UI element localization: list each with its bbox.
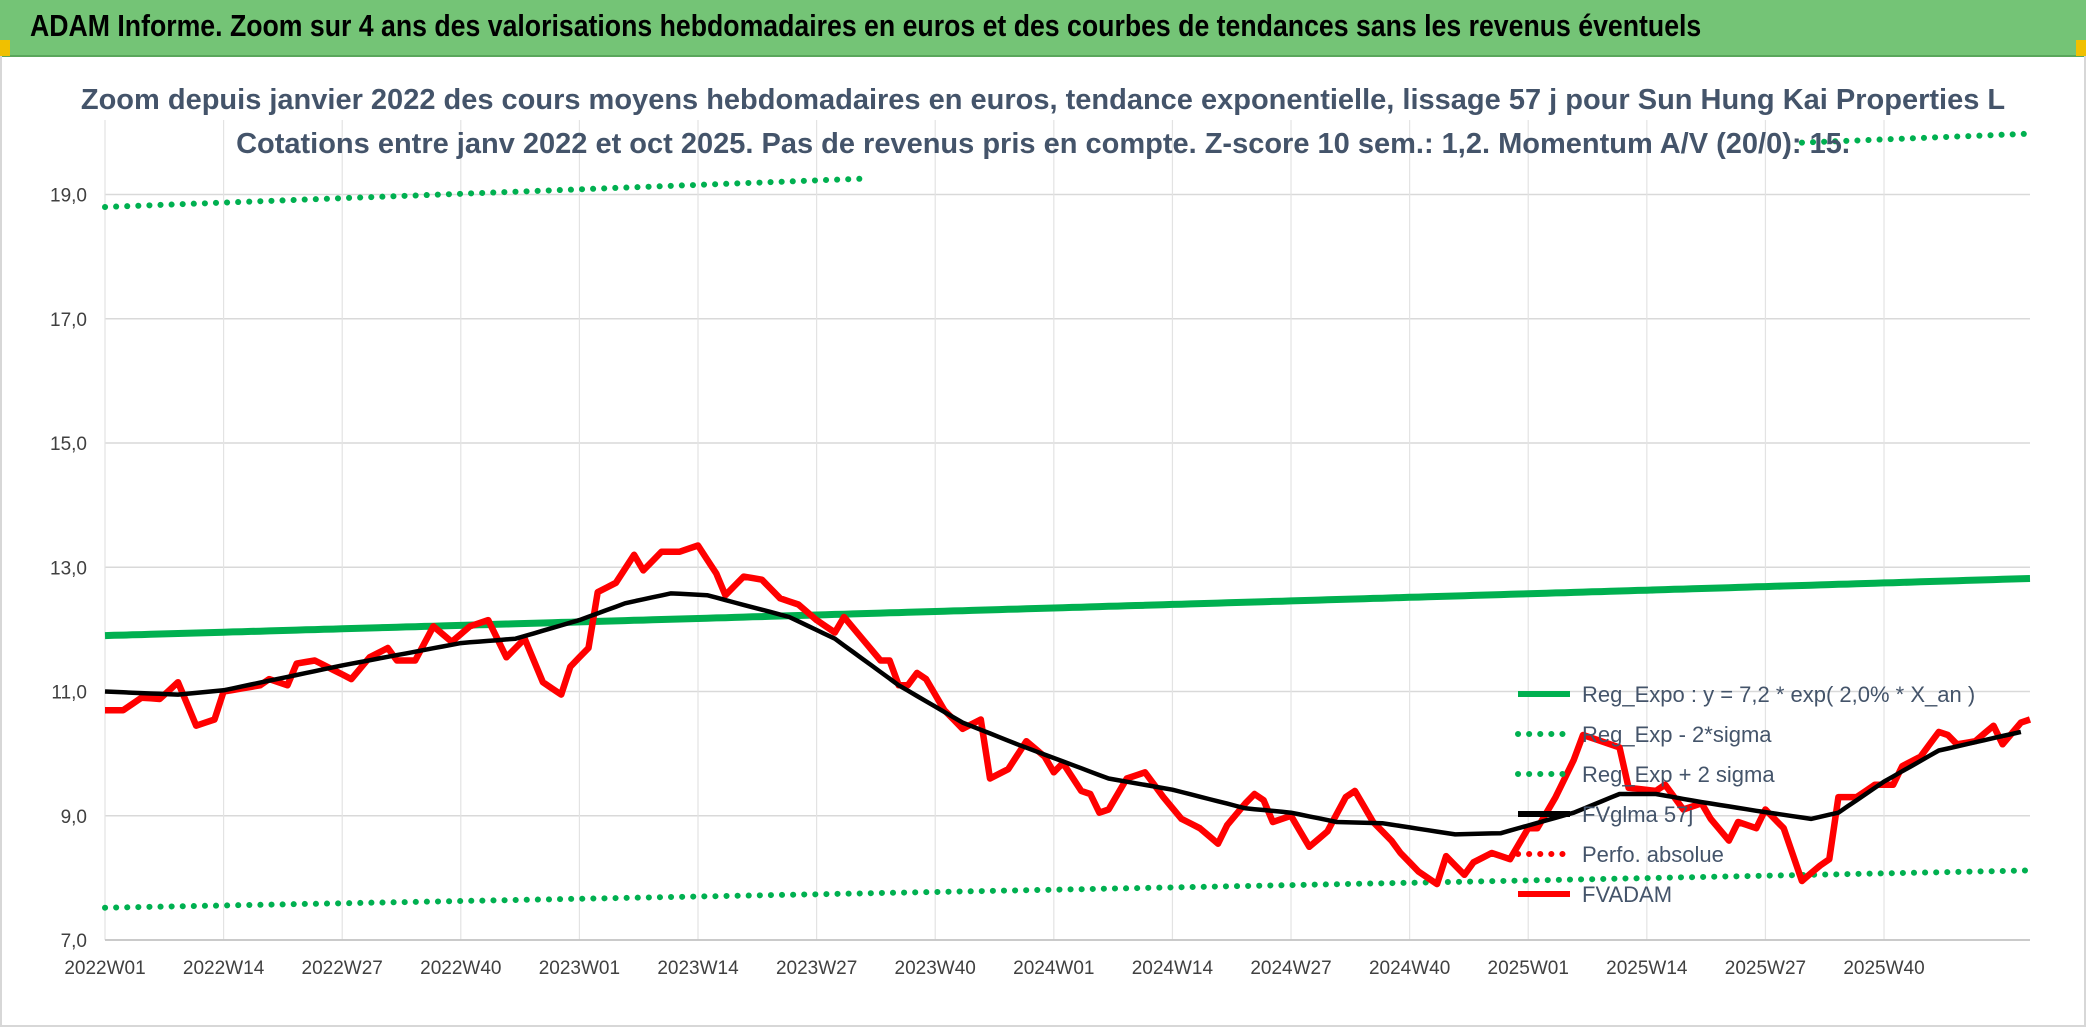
x-tick-label: 2024W27	[1250, 958, 1331, 979]
frame-corner-left	[0, 40, 10, 56]
y-tick-label: 15,0	[50, 434, 87, 455]
y-tick-label: 17,0	[50, 310, 87, 331]
legend-label-2: Reg_Exp + 2 sigma	[1582, 762, 1775, 787]
x-tick-label: 2023W40	[895, 958, 976, 979]
series-fvglma-57j	[104, 591, 2022, 837]
x-tick-label: 2022W01	[64, 958, 145, 979]
chart-series	[102, 130, 2033, 911]
legend-label-1: Reg_Exp - 2*sigma	[1582, 722, 1772, 747]
series-reg-exp-plus-2sigma-tail	[1798, 130, 2033, 146]
report-title: ADAM Informe. Zoom sur 4 ans des valoris…	[30, 8, 1702, 43]
legend-label-3: FVglma 57j	[1582, 802, 1693, 827]
x-tick-label: 2022W40	[420, 958, 501, 979]
report-banner: ADAM Informe. Zoom sur 4 ans des valoris…	[0, 0, 2086, 57]
chart-subtitle: Cotations entre janv 2022 et oct 2025. P…	[236, 128, 1850, 160]
x-tick-label: 2025W14	[1606, 958, 1688, 979]
x-tick-label: 2024W40	[1369, 958, 1450, 979]
x-tick-label: 2025W27	[1725, 958, 1806, 979]
y-tick-label: 13,0	[50, 558, 87, 579]
chart-axis-ticks: 7,0 9,0 11,0 13,0 15,0 17,0 19,0 2022W01 2022W14…	[50, 186, 1925, 979]
x-tick-label: 2023W27	[776, 958, 857, 979]
y-tick-label: 7,0	[61, 931, 87, 952]
x-tick-label: 2025W40	[1843, 958, 1924, 979]
x-tick-label: 2022W14	[183, 958, 265, 979]
y-tick-label: 11,0	[51, 683, 87, 704]
series-reg-expo	[104, 575, 2031, 640]
legend-label-4: Perfo. absolue	[1582, 842, 1724, 867]
chart-legend: Reg_Expo : y = 7,2 * exp( 2,0% * X_an ) R…	[1515, 682, 1975, 907]
x-tick-label: 2022W27	[302, 958, 383, 979]
frame-corner-right	[2076, 40, 2086, 56]
x-tick-label: 2024W14	[1132, 958, 1214, 979]
y-tick-label: 19,0	[50, 186, 87, 207]
legend-label-0: Reg_Expo : y = 7,2 * exp( 2,0% * X_an )	[1582, 682, 1975, 707]
chart-title: Zoom depuis janvier 2022 des cours moyen…	[81, 84, 2005, 116]
x-tick-label: 2025W01	[1488, 958, 1569, 979]
chart-gridlines	[104, 120, 2030, 941]
chart-frame	[0, 55, 2086, 1027]
legend-label-5: FVADAM	[1582, 882, 1672, 907]
series-reg-exp-plus-2sigma	[102, 175, 866, 210]
x-tick-label: 2024W01	[1013, 958, 1094, 979]
y-tick-label: 9,0	[61, 807, 87, 828]
x-tick-label: 2023W01	[539, 958, 620, 979]
x-tick-label: 2023W14	[657, 958, 739, 979]
series-fvadam	[105, 542, 2032, 888]
series-reg-exp-minus-2sigma	[102, 867, 2033, 911]
